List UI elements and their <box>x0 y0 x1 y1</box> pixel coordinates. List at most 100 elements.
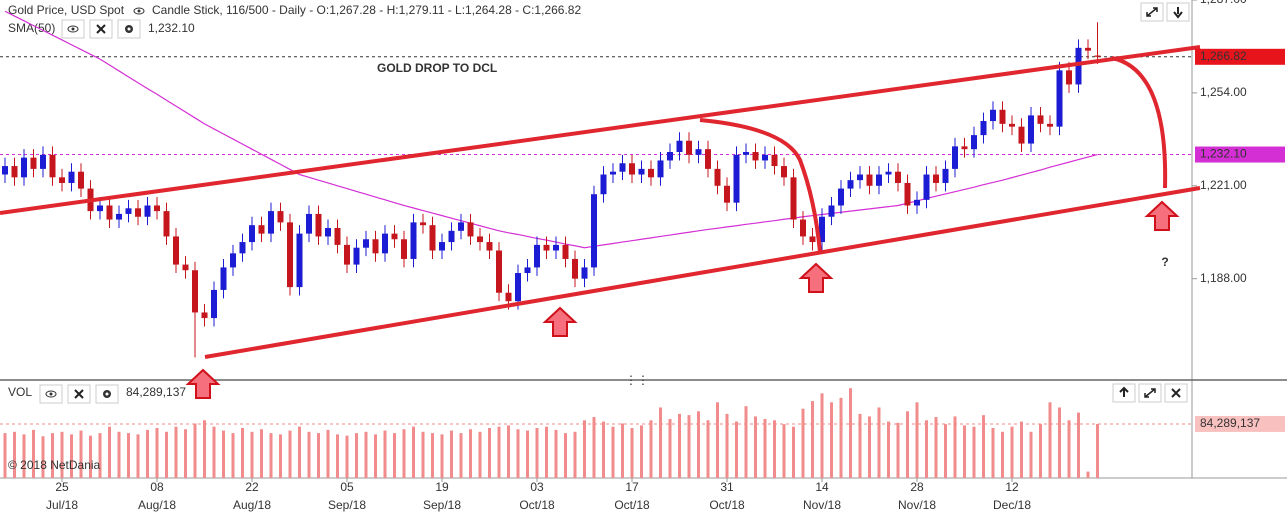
vol-close-button[interactable] <box>67 384 91 404</box>
candle-body <box>116 213 122 220</box>
candle-body <box>353 247 360 265</box>
volume-title: VOL <box>8 385 32 399</box>
candle-body <box>638 168 645 175</box>
volume-bar <box>260 429 263 478</box>
candle-body <box>923 174 930 200</box>
volume-bar <box>203 420 206 478</box>
volume-bar <box>165 431 168 478</box>
candle-body <box>762 154 768 161</box>
volume-bar <box>583 420 586 478</box>
sma-eye-button[interactable] <box>61 19 85 39</box>
candle-body <box>382 233 388 254</box>
volume-bar <box>906 411 909 478</box>
candle-body <box>657 160 664 178</box>
candle-body <box>809 236 816 243</box>
candle-body <box>410 222 417 259</box>
sma-value-box <box>1195 146 1285 163</box>
volume-bar <box>792 426 795 478</box>
x-tick-day: 05 <box>340 480 354 494</box>
vol-settings-button[interactable] <box>95 384 119 404</box>
up-arrow <box>185 368 221 399</box>
y-tick-label: 1,188.00 <box>1200 271 1247 285</box>
volume-bar <box>573 431 577 478</box>
candle-body <box>78 171 84 189</box>
x-tick-day: 12 <box>1005 480 1019 494</box>
expand-button[interactable] <box>1140 2 1164 22</box>
candle-body <box>106 205 113 220</box>
candle-body <box>1094 55 1101 57</box>
volume-bar <box>735 421 738 478</box>
candle-body <box>344 244 350 265</box>
volume-bar <box>1010 426 1014 478</box>
candle-body <box>876 174 882 186</box>
volume-value-box <box>1195 415 1285 432</box>
volume-bar <box>307 431 311 478</box>
candle-body <box>125 208 132 214</box>
candle-body <box>610 171 616 175</box>
volume-bar <box>773 420 776 478</box>
vol-close-panel-button[interactable] <box>1164 383 1188 403</box>
volume-bar <box>934 417 938 478</box>
sma-close-button[interactable] <box>89 19 113 39</box>
x-tick-month: Aug/18 <box>233 498 271 512</box>
candle-body <box>515 273 521 302</box>
volume-bar <box>896 422 900 478</box>
candle-body <box>239 242 246 254</box>
up-arrow <box>798 262 834 293</box>
candle-body <box>211 289 217 319</box>
volume-bar <box>279 434 282 478</box>
up-arrow <box>542 306 578 337</box>
annotation: GOLD DROP TO DCL <box>377 61 497 75</box>
candle-body <box>258 225 265 234</box>
candle-body <box>971 135 977 150</box>
candle-body <box>524 267 531 274</box>
sma-settings-button[interactable] <box>117 19 141 39</box>
candle-body <box>600 174 607 195</box>
candle-body <box>268 211 274 234</box>
volume-value-label: 84,289,137 <box>1200 416 1260 430</box>
candle-body <box>1009 123 1015 127</box>
volume-bar <box>127 433 130 478</box>
volume-bar <box>1096 423 1099 478</box>
volume-bar <box>697 411 700 478</box>
vol-eye-button[interactable] <box>39 384 63 404</box>
candle-body <box>334 228 341 245</box>
vol-up-button[interactable] <box>1112 383 1136 403</box>
volume-bar <box>241 427 244 478</box>
x-tick-day: 19 <box>435 480 449 494</box>
sma-value-label: 1,232.10 <box>1200 147 1247 161</box>
plot <box>0 0 1197 478</box>
candle-body <box>420 222 426 226</box>
candle-body <box>1047 123 1053 127</box>
x-tick-month: Aug/18 <box>138 498 176 512</box>
candle-body <box>505 292 512 302</box>
candle-body <box>572 258 578 279</box>
x-tick-day: 14 <box>815 480 829 494</box>
x-tick-month: Sep/18 <box>423 498 461 512</box>
candle-body <box>866 174 873 186</box>
candle-body <box>1037 115 1044 124</box>
volume-bar <box>630 427 634 478</box>
volume-bar <box>136 434 140 478</box>
candle-body <box>686 140 692 155</box>
volume-bar <box>782 424 786 478</box>
volume-bar <box>744 406 748 478</box>
volume-bar <box>298 426 301 478</box>
sma-value: 1,232.10 <box>148 21 195 35</box>
volume-bar <box>345 435 349 478</box>
volume-bar <box>478 431 482 478</box>
candle-body <box>942 168 949 183</box>
move-down-button[interactable] <box>1166 2 1190 22</box>
volume-bar <box>146 429 149 478</box>
candle-body <box>192 270 198 313</box>
eye-icon[interactable] <box>133 7 145 15</box>
volume-bar <box>725 413 729 478</box>
candle-body <box>458 222 464 231</box>
last-price-box <box>1195 48 1285 65</box>
candle-body <box>695 149 702 155</box>
volume-bar <box>564 433 567 478</box>
resize-handle[interactable]: ⋮⋮ <box>625 373 649 387</box>
volume-bar <box>621 423 624 478</box>
vol-expand-button[interactable] <box>1138 383 1162 403</box>
candle-body <box>838 188 844 206</box>
